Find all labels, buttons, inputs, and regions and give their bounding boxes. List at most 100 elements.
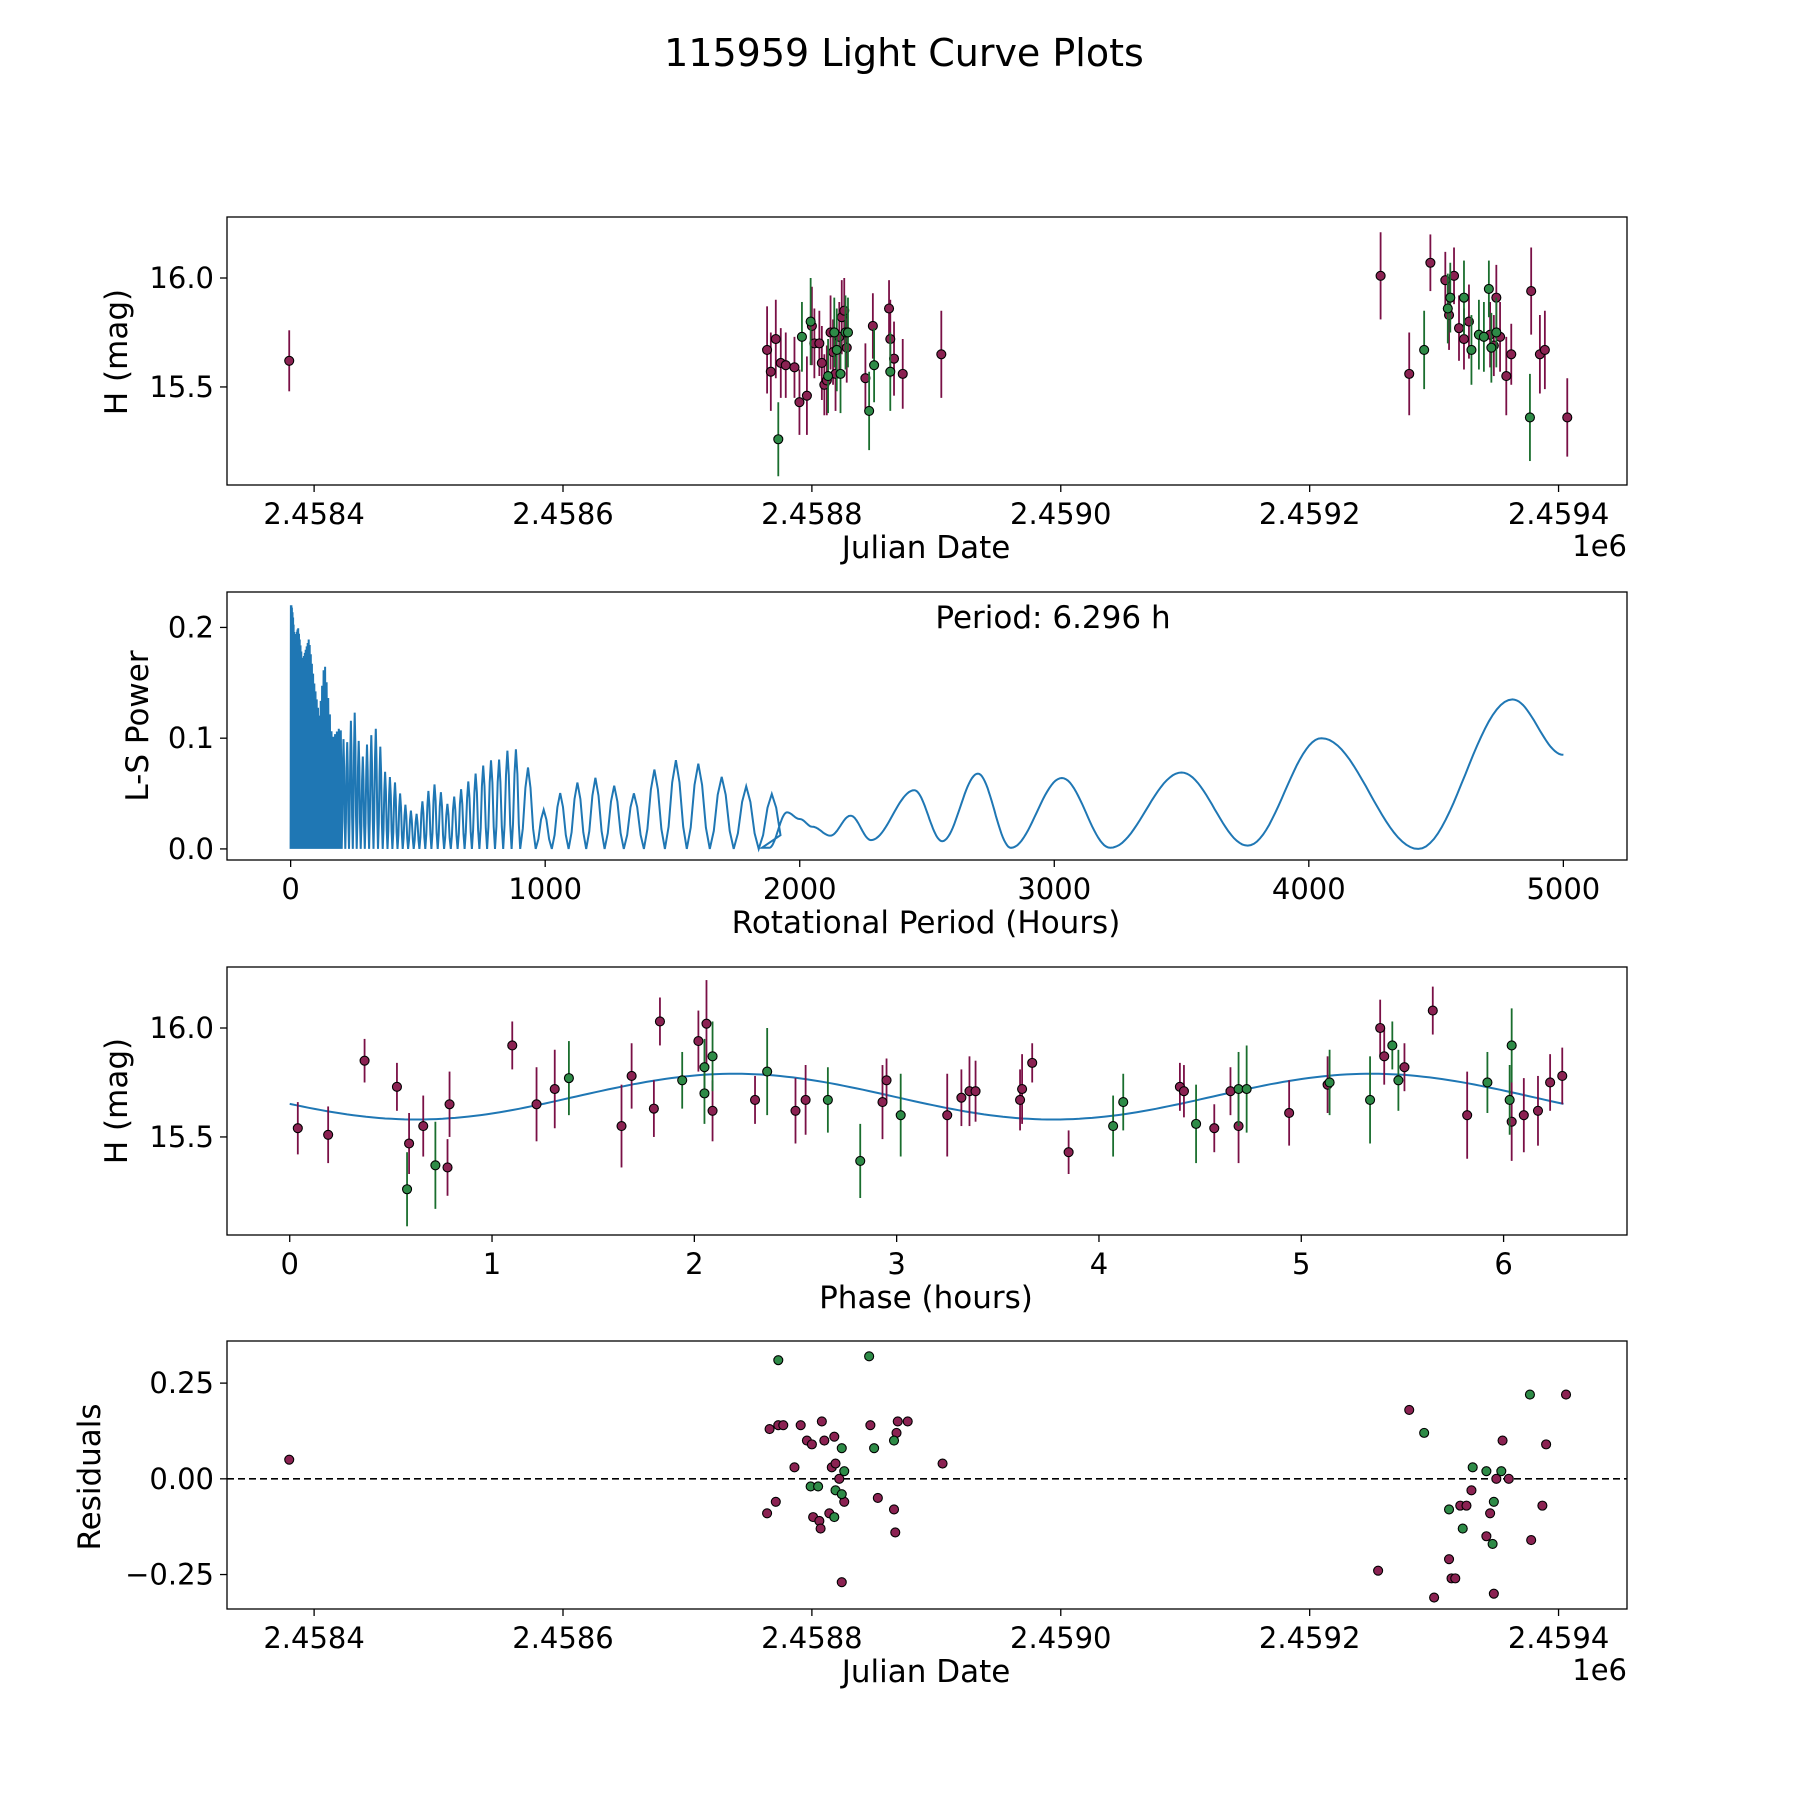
data-point [1404,368,1415,379]
panel3-ticks: 0 1 2 3 4 5 6 15.5 16.0 [149,1011,1512,1281]
x-tick-label: 2.4590 [1010,497,1111,531]
data-point [404,1138,415,1149]
data-point [829,327,840,338]
data-point [890,1527,901,1538]
panel4-ticks: 2.4584 2.4586 2.4588 2.4590 2.4592 2.4594 −0.2… [125,1366,1609,1655]
data-point [1108,1121,1119,1132]
data-point [648,1103,659,1114]
power-curve [289,605,1564,853]
data-point [1017,1083,1028,1095]
data-point [1365,1094,1376,1105]
data-point [1466,1485,1477,1496]
data-point [836,1443,847,1454]
panel1-marks [284,232,1573,477]
data-point [1541,1439,1552,1450]
data-point [1545,1077,1556,1088]
data-point [1506,349,1517,360]
x-tick-label: 1 [483,1247,501,1281]
data-point [829,1512,840,1523]
x-tick-label: 5000 [1526,872,1600,906]
data-point [829,1431,840,1442]
fit-curve [289,1072,1564,1121]
data-point [778,1420,789,1431]
data-point [836,1577,847,1588]
data-point [654,1016,665,1027]
data-point [1481,1531,1492,1542]
data-point [1450,1573,1461,1584]
x-tick-label: 0 [280,1247,298,1281]
y-tick-label: 0.00 [149,1462,214,1496]
data-point [815,1523,826,1534]
panel2-marks [289,605,1564,853]
data-point [1241,1083,1252,1095]
data-point [1501,371,1512,382]
data-point [937,1458,948,1469]
data-point [749,1094,761,1105]
data-point [762,1508,773,1519]
x-tick-label: 2.4586 [512,1621,613,1655]
x-tick-label: 4000 [1272,872,1346,906]
data-point [1518,1110,1529,1121]
data-point [1537,1500,1548,1511]
data-point [707,1105,718,1116]
x-tick-label: 2.4586 [512,497,613,531]
data-point [402,1184,413,1195]
data-point [699,1088,710,1099]
data-point [1027,1057,1038,1068]
data-point [1387,1040,1398,1051]
x-tick-label: 5 [1292,1247,1310,1281]
data-point [1118,1097,1129,1108]
data-point [764,1424,775,1435]
data-point [1526,1535,1537,1546]
data-point [865,1420,876,1431]
data-point [789,362,800,373]
data-point [869,1443,880,1454]
data-point [1487,1538,1498,1549]
y-tick-label: −0.25 [125,1558,214,1592]
data-point [1191,1118,1202,1129]
x-tick-label: 6 [1494,1247,1512,1281]
panel2-xlabel: Rotational Period (Hours) [732,905,1121,941]
panel1-frame [226,216,1628,486]
panel1-ticks: 2.4584 2.4586 2.4588 2.4590 2.4592 2.4594 15.5… [149,261,1609,531]
data-point [1557,1070,1568,1081]
data-point [762,344,773,355]
data-point [677,1075,688,1086]
data-point [1524,1389,1535,1400]
data-point [531,1099,542,1110]
data-point [936,349,947,360]
data-point [883,303,895,314]
data-point [795,1420,806,1431]
x-tick-label: 2 [685,1247,703,1281]
data-point [430,1160,441,1171]
data-point [1496,1466,1507,1477]
data-point [814,338,825,349]
panel4-offset-label: 1e6 [1572,1653,1627,1687]
panel2-frame [226,591,1628,861]
data-point [839,1466,850,1477]
data-point [1458,292,1470,303]
data-point [1481,1466,1492,1477]
data-point [800,1094,811,1105]
data-point [1461,1500,1472,1511]
panel4-frame [226,1340,1628,1610]
data-point [892,1416,903,1427]
data-point [942,1110,953,1121]
data-point [284,355,295,366]
x-tick-label: 2.4588 [761,1621,862,1655]
data-point [1373,1565,1384,1576]
data-point [970,1086,981,1097]
data-point [877,1097,888,1108]
data-point [1284,1107,1295,1119]
panel-periodogram: Rotational Period (Hours) L-S Power Peri… [120,591,1628,941]
data-point [1443,1504,1455,1515]
data-point [1419,344,1430,355]
data-point [1491,327,1502,338]
data-point [765,366,776,377]
panel-phased: Phase (hours) H (mag) 0 1 2 3 4 5 6 15.5 16.0 [99,966,1628,1316]
period-annotation: Period: 6.296 h [935,600,1170,636]
x-tick-label: 3000 [1017,872,1091,906]
data-point [707,1051,718,1062]
data-point [1485,1508,1496,1519]
data-point [842,327,854,338]
